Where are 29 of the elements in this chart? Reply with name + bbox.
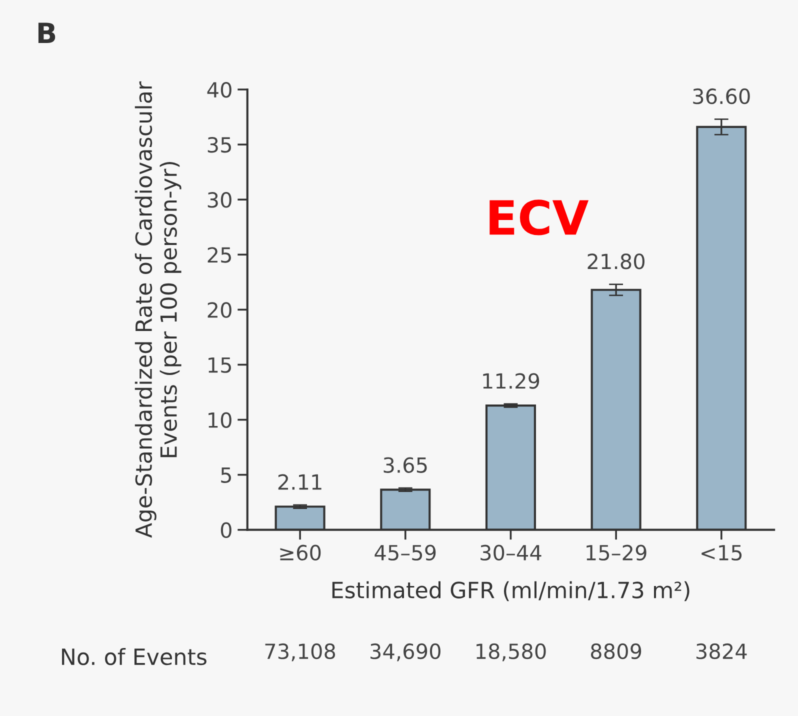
x-tick-label: 45–59 [374,544,436,561]
text: 3824 [696,643,747,660]
text: 18,580 [476,643,546,662]
x-axis-title: Estimated GFR (ml/min/1.73 m²) [332,581,690,602]
x-tick-label: ≥60 [280,544,321,561]
annotation: ECV [490,200,589,236]
y-tick-label: 0 [220,522,232,538]
x-tick-label: 15–29 [586,544,646,561]
x-tick-label: <15 [702,545,742,561]
data-label: 2.11 [278,474,322,490]
y-axis-title: Age-Standardized Rate of Cardiovascular Events (per 100 person-yr) [134,81,182,538]
y-tick-label: 35 [208,136,231,153]
y-tick-label: 5 [221,468,231,484]
x-tick-label: 30–44 [480,544,542,561]
y-tick-label: 10 [208,412,232,428]
text: No. of Events [62,648,206,666]
text: 34,690 [370,643,440,662]
text: 8809 [590,643,642,660]
y-tick-label: 20 [208,302,232,318]
data-label: 36.60 [693,88,750,104]
text: B [38,22,56,43]
y-tick-label: 30 [208,192,232,208]
data-label: 3.65 [384,457,427,473]
data-label: 11.29 [483,373,540,389]
data-label: 21.80 [588,254,644,270]
y-tick-label: 15 [208,357,231,373]
text: 73,108 [265,643,336,662]
y-tick-label: 25 [208,247,231,263]
y-tick-label: 40 [207,82,232,98]
